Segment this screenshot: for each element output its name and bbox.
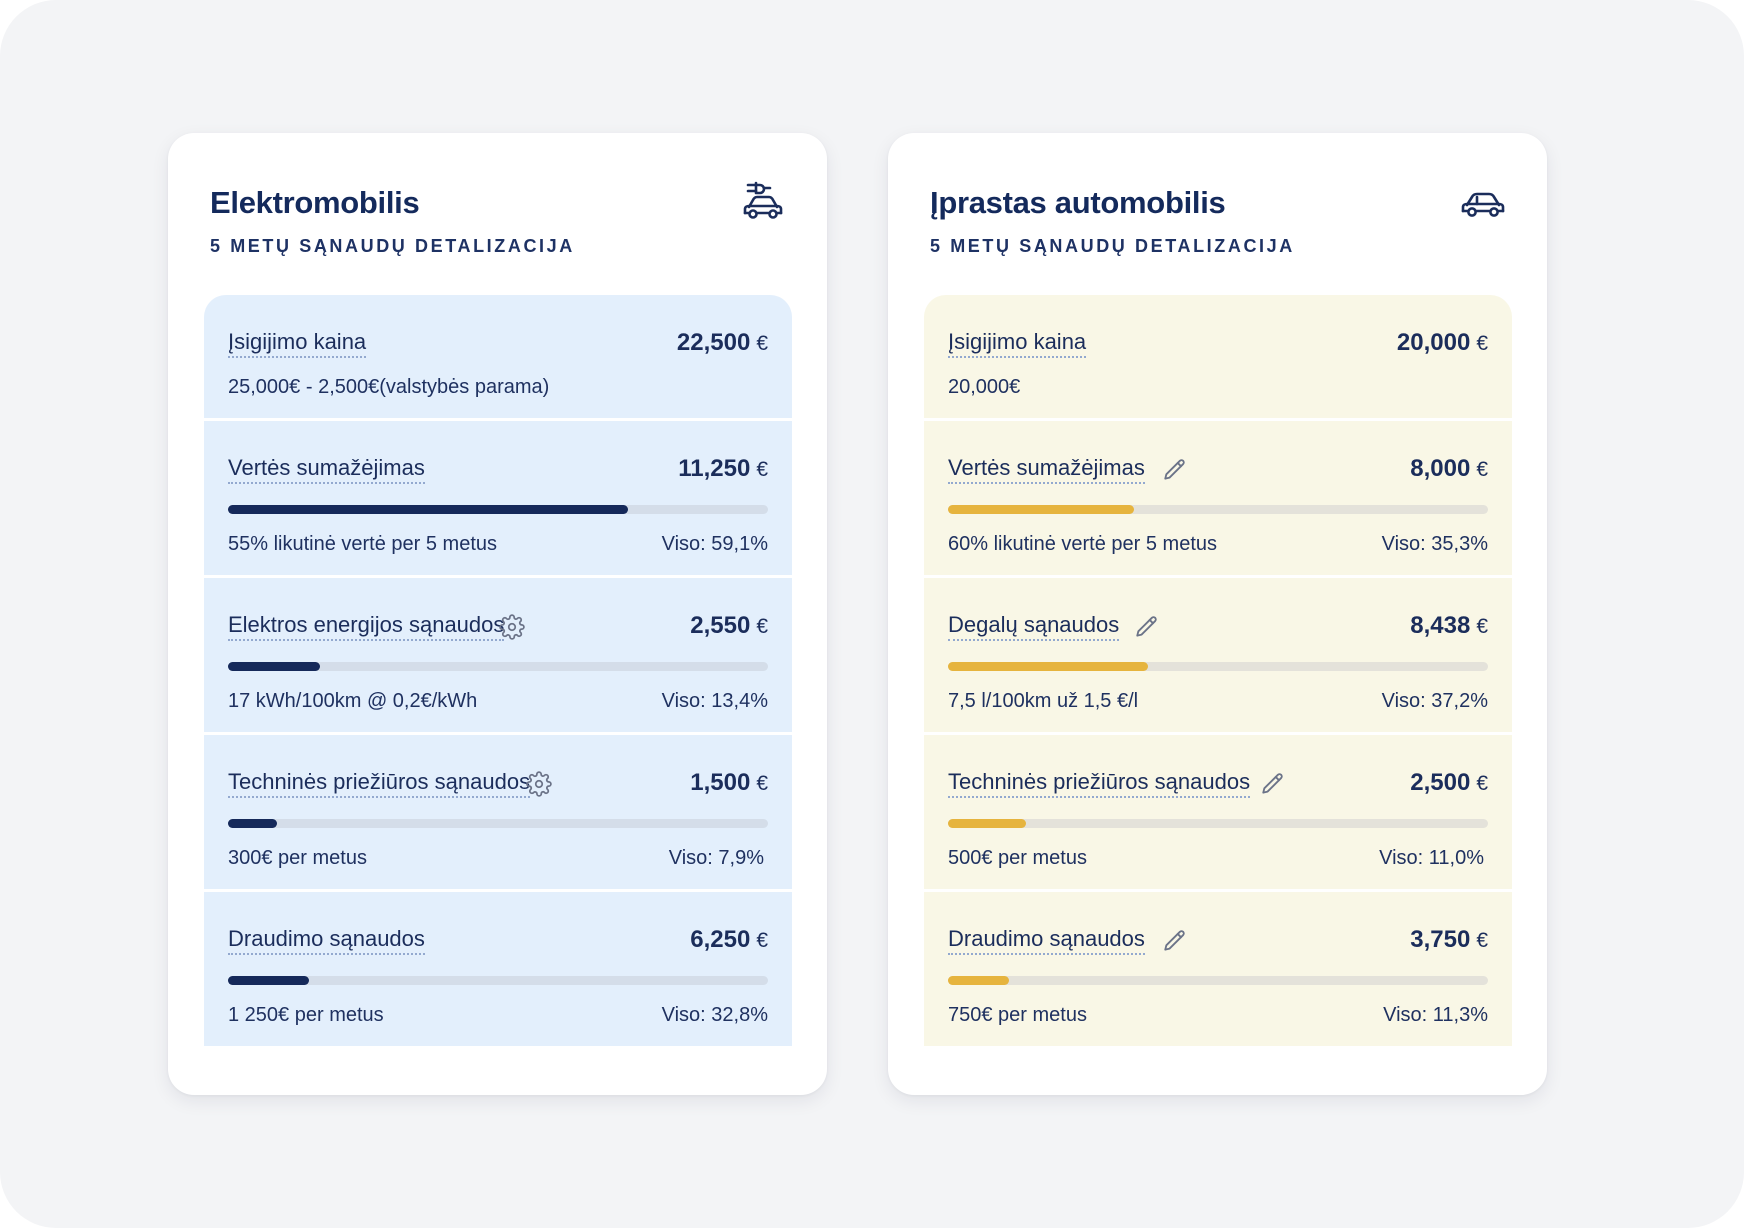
row-label[interactable]: Techninės priežiūros sąnaudos [228, 769, 531, 798]
row-label[interactable]: Degalų sąnaudos [948, 612, 1120, 641]
cost-breakdown-list: Įsigijimo kaina 22,500 € 25,000€ - 2,500€… [204, 295, 792, 1046]
row-total-share: Viso: 11,0% [1379, 847, 1484, 869]
cost-breakdown-list: Įsigijimo kaina 20,000 € 20,000€ Vertės s… [924, 295, 1512, 1046]
row-note: 750€ per metus [948, 1004, 1087, 1026]
cost-row-depreciation: Vertės sumažėjimas 8,000 € 60% likutinė v… [924, 421, 1512, 575]
share-progress-bar [948, 819, 1488, 828]
edit-pencil-icon[interactable] [1134, 614, 1160, 640]
row-total-share: Viso: 59,1% [661, 533, 768, 555]
ev-cost-card: Elektromobilis 5 METŲ SĄNAUDŲ DETALIZACI… [168, 133, 827, 1095]
row-note: 60% likutinė vertė per 5 metus [948, 533, 1218, 555]
share-progress-bar [228, 819, 768, 828]
edit-pencil-icon[interactable] [1162, 928, 1188, 954]
share-progress-fill [228, 976, 309, 985]
share-progress-fill [948, 505, 1135, 514]
ice-cost-card: Įprastas automobilis 5 METŲ SĄNAUDŲ DETA… [888, 133, 1547, 1095]
cost-row-fuel: Degalų sąnaudos 8,438 € 7,5 l/100km už 1,… [924, 578, 1512, 732]
row-amount: 2,500 € [1410, 769, 1488, 796]
row-note: 1 250€ per metus [228, 1004, 384, 1026]
row-amount: 6,250 € [690, 926, 768, 953]
card-subtitle: 5 METŲ SĄNAUDŲ DETALIZACIJA [210, 236, 575, 256]
share-progress-bar [948, 662, 1488, 671]
row-note: 300€ per metus [228, 847, 367, 869]
row-note: 17 kWh/100km @ 0,2€/kWh [228, 690, 478, 712]
row-total-share: Viso: 32,8% [661, 1004, 768, 1026]
share-progress-bar [948, 976, 1488, 985]
row-amount: 3,750 € [1410, 926, 1488, 953]
settings-gear-icon[interactable] [526, 771, 552, 797]
row-label[interactable]: Elektros energijos sąnaudos [228, 612, 505, 641]
row-note: 25,000€ - 2,500€(valstybės parama) [228, 376, 550, 398]
row-total-share: Viso: 7,9% [668, 847, 764, 869]
row-amount: 22,500 € [676, 329, 768, 356]
cost-row-maintenance: Techninės priežiūros sąnaudos 2,500 € 500… [924, 735, 1512, 889]
cost-row-electricity: Elektros energijos sąnaudos 2,550 € 17 kW… [204, 578, 792, 732]
cost-row-purchase: Įsigijimo kaina 22,500 € 25,000€ - 2,500€… [204, 295, 792, 418]
cost-row-insurance: Draudimo sąnaudos 6,250 € 1 250€ per metu… [204, 892, 792, 1046]
edit-pencil-icon[interactable] [1162, 457, 1188, 483]
row-total-share: Viso: 13,4% [661, 690, 768, 712]
row-total-share: Viso: 35,3% [1381, 533, 1488, 555]
card-title: Elektromobilis [210, 185, 420, 220]
cost-row-maintenance: Techninės priežiūros sąnaudos 1,500 € 300… [204, 735, 792, 889]
row-label[interactable]: Vertės sumažėjimas [228, 455, 425, 484]
row-amount: 20,000 € [1396, 329, 1488, 356]
cost-row-depreciation: Vertės sumažėjimas 11,250 € 55% likutinė … [204, 421, 792, 575]
car-icon [1459, 177, 1507, 225]
share-progress-bar [228, 505, 768, 514]
row-note: 7,5 l/100km už 1,5 €/l [948, 690, 1139, 712]
share-progress-fill [228, 819, 277, 828]
row-label[interactable]: Draudimo sąnaudos [948, 926, 1145, 955]
share-progress-bar [948, 505, 1488, 514]
row-amount: 8,000 € [1410, 455, 1488, 482]
card-title: Įprastas automobilis [930, 185, 1226, 220]
electric-car-plug-icon [739, 177, 787, 225]
row-total-share: Viso: 11,3% [1383, 1004, 1488, 1026]
settings-gear-icon[interactable] [499, 614, 525, 640]
row-label[interactable]: Įsigijimo kaina [948, 329, 1087, 358]
share-progress-fill [948, 662, 1148, 671]
row-note: 20,000€ [948, 376, 1021, 398]
row-total-share: Viso: 37,2% [1381, 690, 1488, 712]
share-progress-fill [948, 976, 1010, 985]
row-note: 500€ per metus [948, 847, 1087, 869]
row-amount: 8,438 € [1410, 612, 1488, 639]
row-amount: 11,250 € [678, 455, 768, 482]
row-note: 55% likutinė vertė per 5 metus [228, 533, 498, 555]
row-amount: 1,500 € [690, 769, 768, 796]
row-label[interactable]: Įsigijimo kaina [228, 329, 367, 358]
edit-pencil-icon[interactable] [1260, 771, 1286, 797]
share-progress-fill [948, 819, 1027, 828]
share-progress-fill [228, 505, 628, 514]
share-progress-bar [228, 976, 768, 985]
row-label[interactable]: Draudimo sąnaudos [228, 926, 425, 955]
row-amount: 2,550 € [690, 612, 768, 639]
share-progress-fill [228, 662, 320, 671]
cost-row-purchase: Įsigijimo kaina 20,000 € 20,000€ [924, 295, 1512, 418]
row-label[interactable]: Techninės priežiūros sąnaudos [948, 769, 1251, 798]
share-progress-bar [228, 662, 768, 671]
row-label[interactable]: Vertės sumažėjimas [948, 455, 1145, 484]
cost-row-insurance: Draudimo sąnaudos 3,750 € 750€ per metus … [924, 892, 1512, 1046]
card-subtitle: 5 METŲ SĄNAUDŲ DETALIZACIJA [930, 236, 1295, 256]
